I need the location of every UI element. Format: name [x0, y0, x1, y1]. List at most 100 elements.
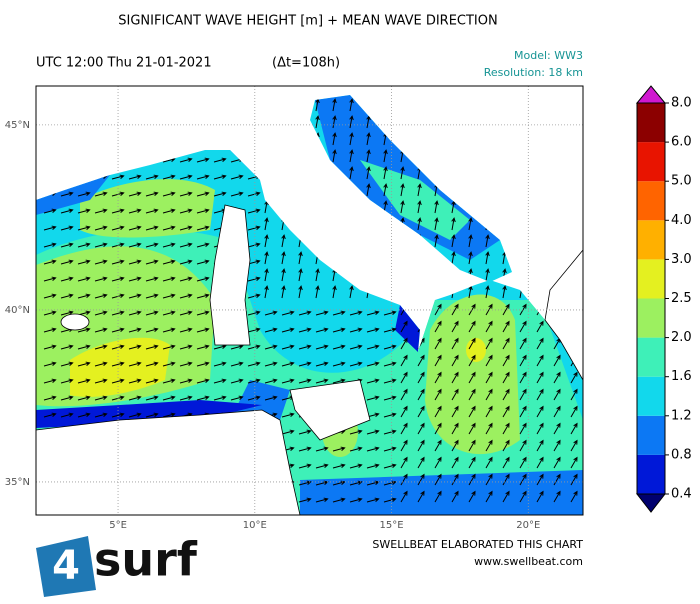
direction-arrow	[60, 344, 74, 350]
direction-arrow	[315, 378, 329, 384]
direction-arrow	[349, 132, 354, 146]
direction-arrow	[247, 395, 261, 401]
direction-arrow	[468, 405, 476, 418]
direction-arrow	[43, 344, 57, 350]
logo-number: 4	[52, 543, 80, 589]
direction-arrow	[213, 395, 227, 401]
direction-arrow	[281, 361, 295, 367]
direction-arrow	[196, 395, 210, 401]
direction-arrow	[94, 310, 108, 316]
direction-arrow	[536, 371, 544, 384]
logo-text: surf	[94, 533, 198, 587]
direction-arrow	[383, 429, 397, 435]
direction-arrow	[417, 200, 422, 214]
direction-arrow	[417, 422, 425, 435]
direction-arrow	[77, 412, 91, 418]
direction-arrow	[196, 174, 210, 180]
direction-arrow	[60, 208, 74, 214]
direction-arrow	[434, 371, 442, 384]
direction-arrow	[332, 98, 337, 112]
colorbar-label: 0.4	[671, 487, 692, 502]
direction-arrow	[94, 191, 108, 197]
direction-arrow	[60, 395, 74, 401]
direction-arrow	[247, 242, 261, 248]
direction-arrow	[213, 191, 227, 197]
direction-arrow	[315, 497, 329, 503]
direction-arrow	[179, 378, 193, 384]
direction-arrow	[536, 473, 544, 486]
direction-arrow	[349, 98, 354, 112]
direction-arrow	[451, 439, 459, 452]
title: SIGNIFICANT WAVE HEIGHT [m] + MEAN WAVE …	[118, 14, 497, 29]
colorbar-label: 0.8	[671, 447, 692, 462]
direction-arrow	[77, 327, 91, 333]
direction-arrow	[366, 463, 380, 469]
direction-arrow	[247, 191, 261, 197]
direction-arrow	[400, 166, 405, 180]
direction-arrow	[502, 285, 507, 299]
direction-arrow	[162, 395, 176, 401]
direction-arrow	[332, 344, 346, 350]
direction-arrow	[281, 285, 286, 299]
direction-arrow	[519, 320, 527, 333]
direction-arrow	[366, 183, 371, 197]
y-tick-label: 35°N	[5, 477, 30, 488]
direction-arrow	[179, 259, 193, 265]
direction-arrow	[502, 473, 510, 486]
direction-arrow	[366, 378, 380, 384]
direction-arrow	[94, 276, 108, 282]
direction-arrow	[298, 429, 312, 435]
direction-arrow	[196, 157, 210, 163]
direction-arrow	[179, 208, 193, 214]
direction-arrow	[230, 191, 244, 197]
direction-arrow	[162, 191, 176, 197]
direction-arrow	[196, 293, 210, 299]
direction-arrow	[400, 183, 405, 197]
direction-arrow	[179, 361, 193, 367]
direction-arrow	[128, 276, 142, 282]
direction-arrow	[400, 388, 408, 401]
direction-arrow	[281, 268, 286, 282]
direction-arrow	[451, 337, 459, 350]
direction-arrow	[162, 259, 176, 265]
direction-arrow	[111, 259, 125, 265]
direction-arrow	[94, 361, 108, 367]
direction-arrow	[196, 208, 210, 214]
y-tick-label: 45°N	[5, 120, 30, 131]
direction-arrow	[43, 361, 57, 367]
colorbar-segment	[637, 298, 665, 338]
direction-arrow	[468, 439, 476, 452]
direction-arrow	[366, 446, 380, 452]
direction-arrow	[417, 388, 425, 401]
direction-arrow	[383, 378, 397, 384]
direction-arrow	[570, 422, 578, 435]
direction-arrow	[485, 456, 493, 469]
direction-arrow	[383, 149, 388, 163]
direction-arrow	[43, 378, 57, 384]
direction-arrow	[553, 422, 561, 435]
direction-arrow	[519, 371, 527, 384]
direction-arrow	[196, 327, 210, 333]
colorbar-label: 5.0	[671, 174, 692, 189]
direction-arrow	[298, 344, 312, 350]
colorbar-segment	[637, 415, 665, 455]
direction-arrow	[94, 327, 108, 333]
direction-arrow	[519, 473, 527, 486]
direction-arrow	[451, 251, 456, 265]
direction-arrow	[400, 320, 408, 333]
direction-arrow	[417, 354, 425, 367]
direction-arrow	[77, 242, 91, 248]
direction-arrow	[230, 378, 244, 384]
direction-arrow	[213, 174, 227, 180]
direction-arrow	[315, 115, 320, 129]
direction-arrow	[60, 412, 74, 418]
direction-arrow	[247, 344, 261, 350]
direction-arrow	[553, 473, 561, 486]
direction-arrow	[43, 412, 57, 418]
direction-arrow	[553, 405, 561, 418]
direction-arrow	[60, 276, 74, 282]
direction-arrow	[111, 327, 125, 333]
sicily	[289, 379, 371, 441]
direction-arrow	[553, 371, 561, 384]
